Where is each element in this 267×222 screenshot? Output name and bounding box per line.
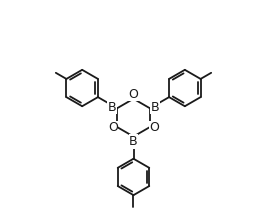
Text: O: O [129,88,138,101]
Text: B: B [151,101,159,114]
Text: B: B [129,135,138,148]
Text: O: O [149,121,159,135]
Text: B: B [108,101,116,114]
Text: O: O [108,121,118,135]
